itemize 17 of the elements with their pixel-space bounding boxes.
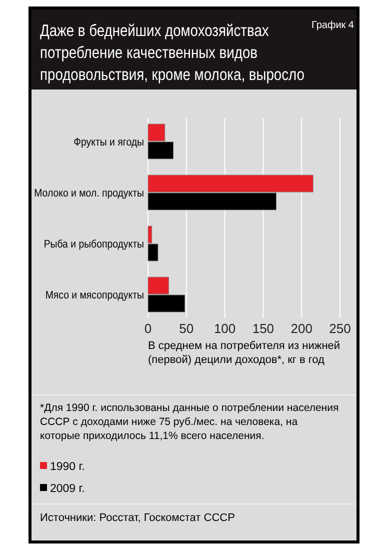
y-tick-label: Мясо и мясопродукты: [45, 290, 144, 302]
text: Источники: Росстат, Госкомстат СССР: [40, 512, 235, 524]
x-axis-title: В среднем на потребителя из нижней (первой) децили доходов*, кг в год: [148, 340, 340, 366]
chart-subtitle: График 4: [311, 20, 354, 31]
y-tick-label: Фрукты и ягоды: [74, 136, 144, 149]
legend-label: 2009 г.: [50, 483, 85, 495]
y-tick-label: Рыба и рыбопродукты: [44, 239, 144, 251]
y-tick-label: Молоко и мол. продукты: [34, 188, 144, 200]
x-tick-label: 0: [144, 321, 152, 336]
legend-label: 1990 г.: [50, 461, 85, 473]
x-tick-label: 50: [179, 321, 194, 336]
text: *Для 1990 г. использованы данные о потреблении населения СССР с доходами ниже 75 руб./мес. на человека, на которые приходилось 11,1% всего населения.: [40, 402, 339, 442]
x-tick-label: 250: [329, 321, 351, 336]
x-tick-label: 200: [290, 321, 312, 336]
x-tick-label: 150: [252, 321, 274, 336]
chart-title: Даже в беднейших домохозяйствах потребление качественных видов продовольствия, кроме молока, выросло: [40, 22, 304, 84]
x-tick-label: 100: [214, 321, 236, 336]
